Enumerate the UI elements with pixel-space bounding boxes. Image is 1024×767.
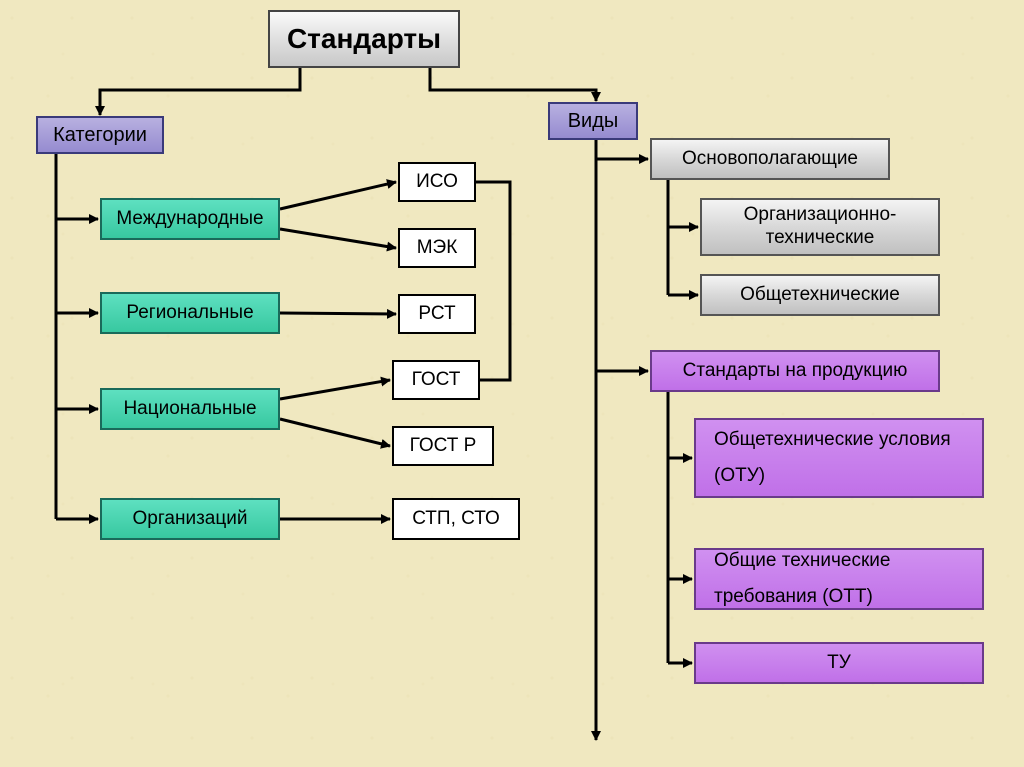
node-type_product: Стандарты на продукцию xyxy=(650,350,940,392)
node-std_gost: ГОСТ xyxy=(392,360,480,400)
node-cat_international: Международные xyxy=(100,198,280,240)
node-type_tu: ТУ xyxy=(694,642,984,684)
node-type_fundamental: Основополагающие xyxy=(650,138,890,180)
node-cat_organizations: Организаций xyxy=(100,498,280,540)
node-type_orgtech: Организационно-технические xyxy=(700,198,940,256)
node-root: Стандарты xyxy=(268,10,460,68)
node-type_generaltech: Общетехнические xyxy=(700,274,940,316)
node-type_ott: Общие технические требования (ОТТ) xyxy=(694,548,984,610)
node-types_header: Виды xyxy=(548,102,638,140)
node-cat_national: Национальные xyxy=(100,388,280,430)
node-categories_header: Категории xyxy=(36,116,164,154)
node-type_otu: Общетехнические условия (ОТУ) xyxy=(694,418,984,498)
node-std_gostr: ГОСТ Р xyxy=(392,426,494,466)
node-std_stp: СТП, СТО xyxy=(392,498,520,540)
node-std_iso: ИСО xyxy=(398,162,476,202)
node-std_iec: МЭК xyxy=(398,228,476,268)
node-cat_regional: Региональные xyxy=(100,292,280,334)
node-std_rst: РСТ xyxy=(398,294,476,334)
